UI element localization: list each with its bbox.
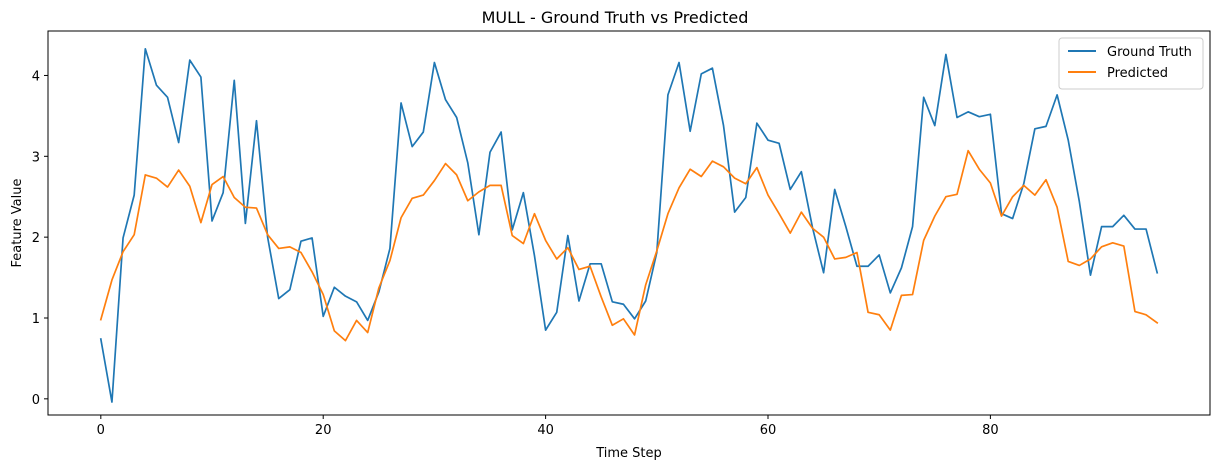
x-tick-label: 60 bbox=[760, 423, 777, 438]
series-layer bbox=[99, 47, 1159, 403]
series-line-ground-truth bbox=[99, 47, 1159, 403]
chart-title: MULL - Ground Truth vs Predicted bbox=[482, 8, 749, 27]
x-axis-ticks: 0 20 40 60 80 bbox=[97, 415, 999, 438]
y-axis-label: Feature Value bbox=[10, 179, 25, 268]
x-tick-label: 80 bbox=[982, 423, 999, 438]
legend: Ground Truth Predicted bbox=[1058, 37, 1204, 90]
series-line-predicted bbox=[99, 149, 1159, 342]
y-axis-ticks: 0 1 2 3 4 bbox=[32, 69, 48, 408]
y-tick-label: 3 bbox=[32, 150, 40, 165]
x-tick-label: 20 bbox=[315, 423, 332, 438]
plot-area-frame bbox=[47, 30, 1211, 416]
legend-label-ground-truth: Ground Truth bbox=[1107, 45, 1192, 60]
y-tick-label: 1 bbox=[32, 312, 40, 327]
x-tick-label: 40 bbox=[537, 423, 554, 438]
x-tick-label: 0 bbox=[97, 423, 105, 438]
legend-label-predicted: Predicted bbox=[1107, 66, 1168, 81]
y-tick-label: 0 bbox=[32, 393, 40, 408]
x-axis-label: Time Step bbox=[595, 446, 662, 461]
y-tick-label: 4 bbox=[32, 69, 40, 84]
y-tick-label: 2 bbox=[32, 231, 40, 246]
